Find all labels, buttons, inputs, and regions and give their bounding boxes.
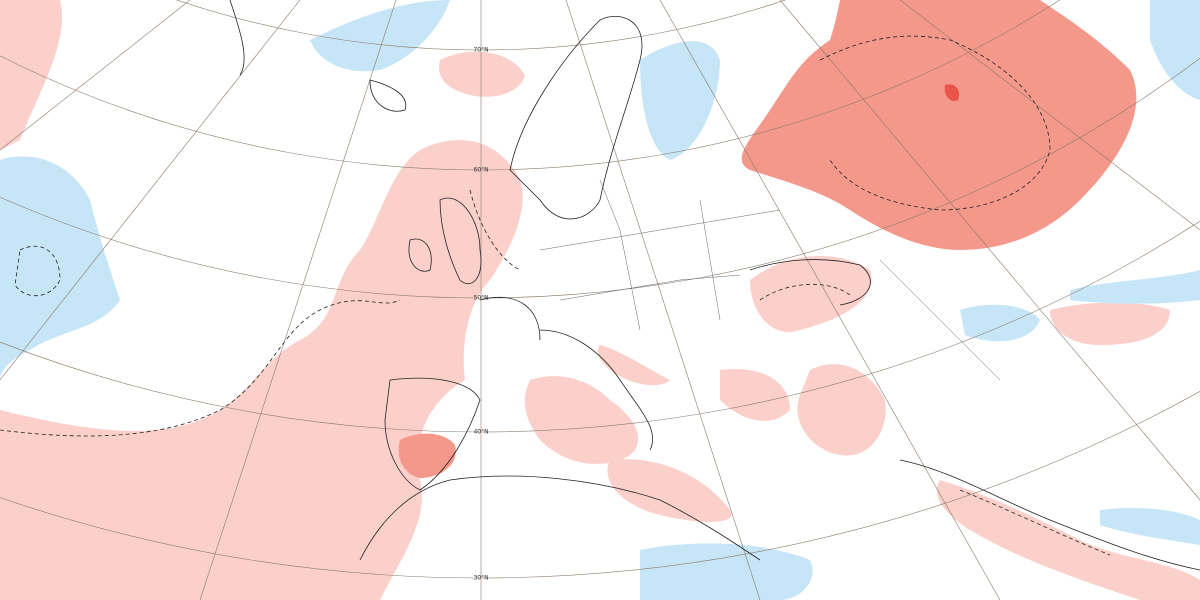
anomaly-contours <box>0 35 1111 556</box>
latitude-labels: 70°N 60°N 50°N 40°N 30°N <box>473 47 488 582</box>
latitude-label: 60°N <box>473 167 488 174</box>
borders <box>539 179 1001 381</box>
latitude-label: 30°N <box>473 575 488 582</box>
latitude-label: 70°N <box>473 47 488 54</box>
latitude-label: 40°N <box>473 429 488 436</box>
coastlines <box>229 0 1200 571</box>
positive-anomaly-strong <box>398 0 1137 478</box>
latitude-label: 50°N <box>473 295 488 302</box>
